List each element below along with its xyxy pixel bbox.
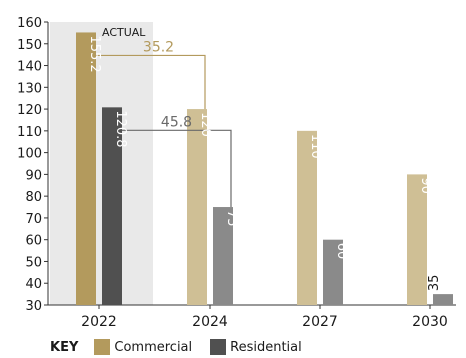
difference-bracket	[96, 54, 206, 110]
legend-label-residential: Residential	[230, 339, 302, 355]
x-tick-label: 2022	[81, 314, 117, 330]
data-label: 120.8	[113, 110, 128, 147]
bar-residential	[323, 239, 343, 305]
data-label: 60	[334, 243, 349, 260]
bar-residential	[102, 107, 122, 305]
x-tick-label: 2024	[192, 314, 228, 330]
x-tick-label: 2027	[302, 314, 338, 330]
actual-label: ACTUAL	[102, 26, 146, 39]
y-tick-label: 130	[17, 81, 42, 96]
y-tick-label: 80	[25, 190, 42, 205]
y-tick-label: 40	[25, 277, 42, 292]
annotations: 35.2 45.8	[96, 39, 232, 208]
legend: KEY Commercial Residential	[50, 338, 320, 356]
bar-residential	[433, 294, 453, 305]
legend-item-residential: Residential	[210, 339, 302, 355]
actual-shaded-region	[50, 22, 153, 305]
y-tick-label: 120	[17, 103, 42, 118]
data-label: 90	[418, 177, 433, 194]
x-tick-label: 2030	[412, 314, 448, 330]
bars	[76, 32, 453, 306]
legend-item-commercial: Commercial	[94, 339, 192, 355]
y-tick-label: 150	[17, 38, 42, 53]
y-tick-label: 160	[17, 16, 42, 31]
data-label: 75	[224, 210, 239, 227]
difference-label: 45.8	[161, 114, 192, 130]
difference-label: 35.2	[143, 39, 174, 55]
data-labels: 155.2 120 110 90 120.8 75 60 35	[87, 35, 442, 291]
y-tick-label: 30	[25, 299, 42, 314]
bar-commercial	[187, 109, 207, 305]
bar-commercial	[297, 130, 317, 305]
y-tick-label: 100	[17, 147, 42, 162]
data-label: 110	[308, 134, 323, 159]
legend-label-commercial: Commercial	[114, 339, 193, 355]
legend-swatch-residential	[210, 339, 227, 355]
y-tick-label: 50	[25, 255, 42, 270]
y-tick-label: 140	[17, 60, 42, 75]
bar-commercial	[76, 32, 96, 306]
data-label: 120	[198, 112, 213, 137]
bar-chart: ACTUAL 30 40 50 60 70 80 90 100 110 120 130 140 150 1…	[17, 16, 456, 330]
data-label: 155.2	[87, 35, 102, 72]
y-tick-label: 70	[25, 212, 42, 227]
data-label: 35	[427, 275, 442, 292]
axes: 30 40 50 60 70 80 90 100 110 120 130 140 150 160 2022 2…	[17, 16, 456, 330]
legend-title: KEY	[50, 339, 79, 355]
legend-swatch-commercial	[94, 339, 111, 355]
y-tick-label: 90	[25, 168, 42, 183]
y-tick-label: 110	[17, 125, 42, 140]
bar-residential	[213, 207, 233, 305]
bar-commercial	[407, 174, 427, 305]
difference-bracket	[122, 129, 232, 208]
y-tick-label: 60	[25, 234, 42, 249]
